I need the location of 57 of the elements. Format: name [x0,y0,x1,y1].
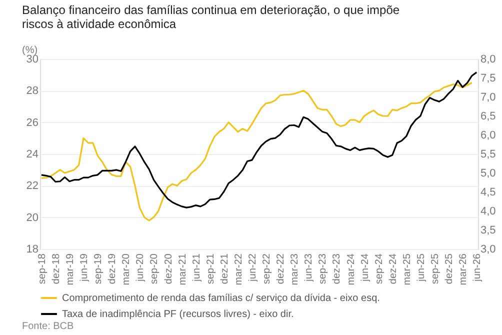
y-tick-label: 26 [26,116,38,129]
x-tick-label: jun-19 [79,253,90,282]
y-tick-label: 24 [26,148,38,160]
x-tick-label: sep-24 [374,253,385,284]
x-tick-label: dez-22 [276,253,287,284]
y-tick-label: 20 [26,212,38,224]
x-tick-label: dez-18 [50,253,62,284]
x-tick-label: dez-24 [388,253,399,284]
chart-title: Balanço financeiro das famílias continua em deterioração, o que impõe riscos à atividade econômica [22,3,400,31]
y-tick-label: 28 [26,85,38,98]
x-tick-label: dez-19 [107,253,118,284]
y2-tick-label: 4,5 [480,186,496,198]
x-tick-label: jun-25 [416,253,427,282]
x-tick-label: sep-19 [93,253,104,284]
x-tick-label: mar-25 [402,253,413,286]
x-tick-label: sep-21 [205,253,216,284]
x-tick-label: dez-20 [163,253,174,284]
x-tick-label: sep-22 [262,253,273,284]
y2-tick-label: 7,5 [480,72,496,84]
y2-tick-label: 6,5 [480,110,496,122]
x-tick-label: dez-21 [219,253,230,284]
x-tick-label: jun-21 [191,253,202,282]
x-tick-label: sep-25 [430,253,441,284]
y2-tick-label: 4,0 [480,206,496,218]
y2-tick-label: 5,5 [480,148,496,160]
y2-tick-label: 3,0 [480,244,496,256]
x-tick-label: jun-23 [304,253,315,282]
x-tick-label: jun-26 [472,253,484,282]
y-tick-label: 30 [26,54,38,66]
x-tick-label: sep-23 [318,253,329,284]
y2-tick-label: 5,0 [480,168,496,180]
y-tick-label: 18 [26,244,38,256]
y2-tick-label: 7,0 [480,92,496,104]
y2-tick-label: 8,0 [480,54,496,66]
x-tick-label: jun-20 [135,253,146,282]
legend-label: Taxa de inadimplência PF (recursos livres) - eixo dir. [62,309,294,320]
y2-tick-label: 6,0 [480,130,496,142]
x-tick-label: dez-25 [444,253,456,284]
source-note: Fonte: BCB [22,321,74,332]
legend-label: Comprometimento de renda das famílias c/ serviço da dívida - eixo esq. [62,293,380,304]
x-tick-label: sep-20 [149,253,160,284]
x-tick-label: dez-23 [332,253,343,284]
x-tick-label: jun-24 [360,253,371,282]
x-tick-label: mar-23 [290,253,301,286]
line-series [40,82,473,222]
x-tick-label: sep-18 [36,253,48,284]
x-tick-label: mar-21 [177,253,188,286]
y2-tick-label: 3,5 [480,224,496,236]
y-tick-label: 22 [26,180,38,192]
line-series [40,72,478,208]
x-tick-label: mar-24 [346,253,357,286]
x-tick-label: jun-22 [247,253,258,282]
x-tick-label: mar-20 [121,253,132,286]
x-tick-label: mar-26 [458,253,470,286]
x-tick-label: mar-22 [233,253,244,286]
y-axis-title: (%) [22,45,38,56]
x-tick-label: mar-19 [64,253,76,286]
